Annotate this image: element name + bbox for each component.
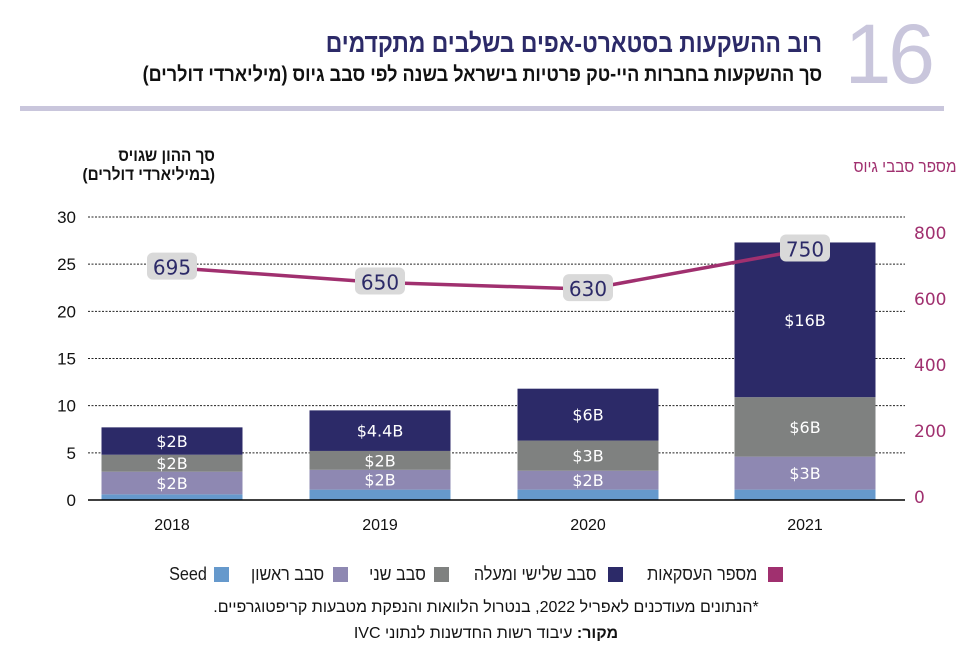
y-tick-label-left: 30: [57, 208, 76, 227]
deal-count-label: 650: [361, 271, 399, 295]
legend-label: סבב שלישי ומעלה: [473, 563, 597, 584]
bar-value-label: $3B: [789, 464, 820, 483]
x-tick-label: 2019: [362, 517, 398, 534]
bar-segment: [734, 489, 876, 500]
deal-count-label: 750: [786, 238, 824, 262]
deal-count-label: 630: [569, 277, 607, 301]
deals-line: [171, 247, 806, 291]
legend-label: Seed: [168, 563, 207, 584]
y-tick-label-left: 5: [67, 444, 76, 463]
bar-segment: [517, 489, 659, 500]
chart-subtitle: סך ההשקעות בחברות היי-טק פרטיות בישראל ב…: [142, 63, 822, 86]
figure-number: 16: [844, 7, 935, 101]
legend-swatch: [608, 566, 624, 582]
legend-swatch: [433, 566, 449, 582]
y-tick-label-left: 25: [57, 255, 76, 274]
bar-segment: [517, 470, 659, 490]
y-tick-label-right: 0: [914, 488, 925, 508]
bar-segment: [309, 469, 451, 490]
legend-swatch: [332, 566, 348, 582]
y-axis-right-title: מספר סבבי גיוס: [852, 157, 956, 176]
bar-value-label: $2B: [156, 454, 187, 473]
bar-segment: [101, 471, 243, 495]
legend-item: סבב ראשון: [247, 564, 348, 585]
figure-header: 16 רוב ההשקעות בסטארט-אפים בשלבים מתקדמי…: [0, 0, 972, 111]
bar-segment: [309, 410, 451, 451]
bar-segment: [309, 450, 451, 470]
legend-label: סבב שני: [369, 563, 426, 584]
bar-value-label: $2B: [364, 451, 395, 470]
bar-value-label: $3B: [572, 447, 603, 466]
bar-value-label: $6B: [789, 418, 820, 437]
source-text: עיבוד רשות החדשנות לנתוני IVC: [353, 625, 577, 642]
bar-value-label: $2B: [156, 432, 187, 451]
bar-segment: [734, 397, 876, 457]
deal-label-background: [355, 267, 405, 295]
x-tick-label: 2020: [570, 517, 606, 534]
y-tick-label-right: 400: [914, 356, 946, 376]
legend-swatch: [768, 566, 784, 582]
y-tick-label-right: 800: [914, 224, 946, 244]
source-note: מקור: עיבוד רשות החדשנות לנתוני IVC: [0, 625, 972, 643]
bar-value-label: $2B: [572, 471, 603, 490]
source-label: מקור:: [576, 625, 619, 642]
legend-swatch: [213, 566, 229, 582]
y-tick-label-left: 10: [57, 397, 76, 416]
bar-segment: [101, 427, 243, 455]
bar-value-label: $16B: [784, 311, 826, 330]
x-tick-label: 2021: [787, 517, 823, 534]
bar-segment: [101, 494, 243, 500]
legend-item: סבב שני: [366, 564, 449, 585]
chart-legend: מספר העסקאות סבב שלישי ומעלה סבב שני סבב רא…: [150, 561, 800, 587]
bar-segment: [734, 242, 876, 398]
x-tick-label: 2018: [154, 517, 190, 534]
y-tick-label-left: 15: [57, 350, 76, 369]
bar-value-label: $4.4B: [357, 422, 404, 441]
legend-item: Seed: [167, 564, 229, 585]
bar-segment: [309, 489, 451, 500]
y-tick-label-left: 0: [67, 491, 76, 510]
header-divider: [20, 106, 944, 111]
y-tick-label-right: 600: [914, 290, 946, 310]
y-axis-left-title: סך ההון שגויס (במיליארדי דולרים): [82, 146, 215, 184]
bar-segment: [517, 388, 659, 441]
deal-label-background: [780, 234, 830, 262]
bar-segment: [734, 456, 876, 490]
deal-label-background: [563, 274, 613, 302]
bar-value-label: $2B: [156, 474, 187, 493]
chart-canvas: 0510152025300200400600800$2B$2B$2B2018$2…: [57, 208, 946, 534]
legend-label: סבב ראשון: [250, 563, 324, 584]
bar-value-label: $2B: [364, 471, 395, 490]
y-tick-label-left: 20: [57, 302, 76, 321]
legend-label: מספר העסקאות: [647, 563, 758, 584]
y-tick-label-right: 200: [914, 422, 946, 442]
bar-value-label: $6B: [572, 406, 603, 425]
bar-segment: [517, 440, 659, 471]
legend-item: סבב שלישי ומעלה: [467, 563, 624, 585]
legend-item: מספר העסקאות: [641, 563, 784, 585]
deal-count-label: 695: [153, 256, 191, 280]
data-footnote: *הנתונים מעודכנים לאפריל 2022, בנטרול הל…: [213, 599, 759, 616]
bar-segment: [101, 454, 243, 472]
deal-label-background: [147, 252, 197, 280]
chart-title: רוב ההשקעות בסטארט-אפים בשלבים מתקדמים: [325, 28, 822, 58]
